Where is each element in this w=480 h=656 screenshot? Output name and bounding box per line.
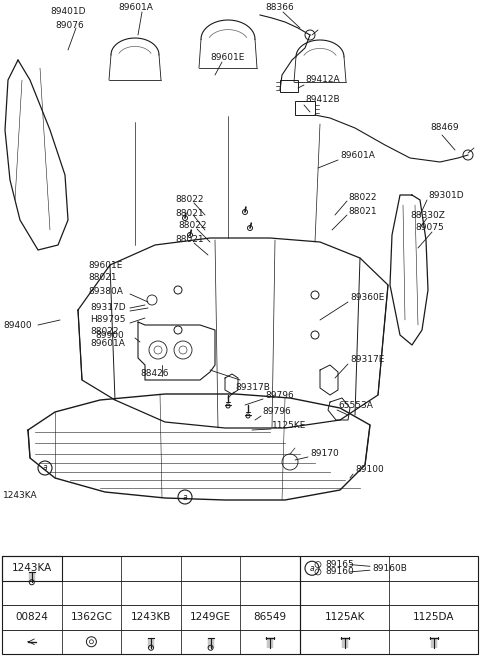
Bar	[280, 80, 298, 92]
Text: 1125KE: 1125KE	[272, 420, 306, 430]
Text: 1125DA: 1125DA	[413, 612, 454, 623]
Text: 89601A: 89601A	[340, 150, 375, 159]
Text: 89170: 89170	[310, 449, 339, 457]
Bar	[2, 556, 300, 654]
Bar	[300, 556, 478, 654]
Text: 88022: 88022	[348, 194, 376, 203]
Text: 88022: 88022	[178, 222, 206, 230]
Text: 89380A: 89380A	[88, 287, 123, 295]
Text: 1243KB: 1243KB	[131, 612, 171, 623]
Circle shape	[305, 562, 319, 575]
Text: 86549: 86549	[253, 612, 287, 623]
Text: 89317E: 89317E	[350, 356, 384, 365]
Text: 00824: 00824	[15, 612, 48, 623]
Text: a: a	[43, 464, 48, 472]
Text: 88022: 88022	[175, 195, 204, 205]
Text: 89400: 89400	[3, 321, 32, 329]
Bar	[2, 556, 61, 581]
Text: 88021: 88021	[175, 209, 204, 218]
Text: 1243KA: 1243KA	[12, 564, 52, 573]
Text: 89601E: 89601E	[210, 54, 244, 62]
Bar	[295, 101, 315, 115]
Text: 1249GE: 1249GE	[190, 612, 231, 623]
Text: 89165: 89165	[325, 560, 354, 569]
Text: 88021: 88021	[348, 207, 377, 216]
Text: 89900: 89900	[95, 331, 124, 340]
Text: 1362GC: 1362GC	[71, 612, 112, 623]
Text: 88366: 88366	[265, 3, 294, 12]
Text: 89160: 89160	[325, 567, 354, 577]
Text: 88021: 88021	[88, 274, 117, 283]
Text: 89601E: 89601E	[88, 260, 122, 270]
Text: 89796: 89796	[262, 407, 291, 417]
Text: 89796: 89796	[265, 390, 294, 400]
Text: 89160B: 89160B	[372, 564, 407, 573]
Text: 88426: 88426	[140, 369, 168, 377]
Text: 89075: 89075	[415, 224, 444, 232]
Text: a: a	[310, 564, 314, 573]
Text: 88330Z: 88330Z	[410, 211, 445, 220]
Text: 89412A: 89412A	[305, 75, 340, 85]
Text: 1243KA: 1243KA	[3, 491, 37, 501]
Text: 89317D: 89317D	[90, 304, 126, 312]
Text: 89601A: 89601A	[90, 340, 125, 348]
Text: 65553A: 65553A	[338, 401, 373, 409]
Text: 88022: 88022	[90, 327, 119, 337]
Text: a: a	[183, 493, 187, 501]
Text: H89795: H89795	[90, 316, 125, 325]
Text: 89412B: 89412B	[305, 96, 340, 104]
Circle shape	[38, 461, 52, 475]
Text: 89301D: 89301D	[428, 190, 464, 199]
Circle shape	[178, 490, 192, 504]
Text: 89317B: 89317B	[235, 384, 270, 392]
Text: 89076: 89076	[55, 22, 84, 30]
Text: 89360E: 89360E	[350, 293, 384, 302]
Text: 88021: 88021	[175, 236, 204, 245]
Text: 89401D: 89401D	[50, 7, 85, 16]
Text: 89601A: 89601A	[118, 3, 153, 12]
Text: 1125AK: 1125AK	[324, 612, 365, 623]
Text: 89100: 89100	[355, 466, 384, 474]
Text: 88469: 88469	[430, 123, 458, 133]
